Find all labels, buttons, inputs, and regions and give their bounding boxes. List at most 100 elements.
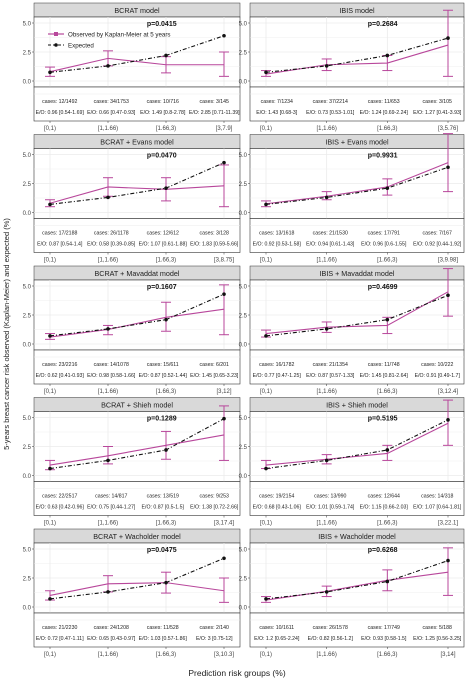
x-tick-label: [1.66,3) bbox=[377, 521, 397, 527]
expected-line bbox=[49, 35, 225, 73]
expected-point bbox=[324, 64, 329, 68]
eo-label: E/O: 1.24 [0.69-2.24] bbox=[360, 110, 409, 116]
eo-label: E/O: 1.45 [0.65-3.23] bbox=[190, 373, 239, 379]
eo-label: E/O: 1.49 [0.8-2.78] bbox=[140, 110, 186, 116]
observed-line bbox=[49, 57, 224, 73]
x-tick-label: [0,1) bbox=[44, 652, 56, 658]
y-tick-label: 0.0 bbox=[23, 211, 32, 217]
eo-label: E/O: 0.87 [0.57-1.33] bbox=[306, 373, 355, 379]
observed-line bbox=[265, 422, 449, 466]
p-value: p=0.0475 bbox=[147, 547, 177, 554]
expected-line bbox=[49, 418, 225, 470]
expected-line bbox=[265, 37, 449, 73]
cases-label: cases: 10/716 bbox=[147, 99, 179, 105]
cases-label: cases: 21/1354 bbox=[313, 362, 348, 368]
panel-2: BCRAT + Evans model 0.0 2.5 5.0 p=0.0470 case… bbox=[23, 134, 241, 264]
y-tick-label: 0.0 bbox=[239, 606, 248, 612]
eo-label: E/O: 3 [0.75-12] bbox=[196, 636, 233, 642]
p-value: p=0.5195 bbox=[368, 416, 398, 423]
table-area bbox=[249, 612, 465, 648]
expected-point bbox=[222, 556, 226, 561]
x-tick-label: [0,1) bbox=[44, 126, 56, 132]
eo-label: E/O: 0.92 [0.44-1.92] bbox=[413, 242, 462, 248]
x-tick-label: [1.66,3) bbox=[156, 389, 176, 395]
cases-label: cases: 7/1234 bbox=[261, 99, 293, 105]
cases-label: cases: 12/644 bbox=[368, 494, 400, 500]
cases-label: cases: 6/201 bbox=[200, 362, 230, 368]
y-tick-label: 0.0 bbox=[239, 80, 248, 86]
cases-label: cases: 13/990 bbox=[314, 494, 346, 500]
cases-label: cases: 22/2517 bbox=[42, 494, 77, 500]
x-tick-label: [3,14] bbox=[440, 652, 455, 658]
eo-label: E/O: 1.07 [0.61-1.88] bbox=[139, 242, 188, 248]
x-tick-label: [3,12.4] bbox=[438, 389, 458, 395]
y-tick-label: 0.0 bbox=[239, 474, 248, 480]
x-tick-label: [1,1.66) bbox=[98, 389, 118, 395]
expected-line bbox=[49, 293, 225, 337]
cases-label: cases: 21/2230 bbox=[42, 625, 77, 631]
x-tick-label: [1,1.66) bbox=[98, 258, 118, 264]
eo-label: E/O: 0.98 [0.58-1.66] bbox=[87, 373, 136, 379]
cases-label: cases: 34/1753 bbox=[94, 99, 129, 105]
p-value: p=0.2684 bbox=[368, 21, 398, 28]
panel-title: BCRAT + Wacholder model bbox=[93, 532, 181, 541]
expected-point bbox=[446, 293, 450, 298]
cases-label: cases: 24/1208 bbox=[94, 625, 129, 631]
x-tick-label: [1,1.66) bbox=[98, 126, 118, 132]
legend-observed-marker bbox=[54, 32, 58, 36]
y-tick-label: 2.5 bbox=[23, 445, 32, 451]
panel-3: IBIS + Evans model 0.0 2.5 5.0 p=0.9931 cases… bbox=[239, 133, 465, 264]
cases-label: cases: 12/612 bbox=[147, 231, 179, 237]
y-tick-label: 5.0 bbox=[239, 22, 248, 28]
x-tick-label: [3,8.75] bbox=[214, 258, 234, 264]
y-axis-title-container: 5-years breast cancer risk observed (Kap… bbox=[0, 0, 14, 680]
x-tick-label: [3,12] bbox=[216, 389, 231, 395]
eo-label: E/O: 0.63 [0.42-0.96] bbox=[36, 505, 85, 511]
eo-label: E/O: 0.96 [0.6-1.55] bbox=[361, 242, 407, 248]
cases-label: cases: 13/1618 bbox=[259, 231, 294, 237]
cases-label: cases: 11/528 bbox=[147, 625, 179, 631]
expected-point bbox=[48, 202, 52, 207]
y-tick-label: 2.5 bbox=[23, 51, 32, 57]
panel-4: BCRAT + Mavaddat model 0.0 2.5 5.0 p=0.1607 c… bbox=[23, 265, 241, 395]
table-area bbox=[33, 218, 241, 253]
eo-label: E/O: 0.73 [0.53-1.01] bbox=[306, 110, 355, 116]
y-axis-title-svg: 5-years breast cancer risk observed (Kap… bbox=[2, 218, 11, 450]
expected-point bbox=[164, 186, 168, 190]
x-tick-label: [1.66,3) bbox=[156, 521, 176, 527]
panel-6: BCRAT + Shieh model 0.0 2.5 5.0 p=0.1289 case… bbox=[23, 397, 241, 527]
cases-label: cases: 14/318 bbox=[421, 494, 453, 500]
expected-point bbox=[324, 327, 329, 331]
y-tick-label: 0.0 bbox=[23, 606, 32, 612]
panel-title: IBIS model bbox=[339, 6, 375, 15]
y-tick-label: 2.5 bbox=[239, 445, 248, 451]
eo-label: E/O: 1.38 [0.72-2.66] bbox=[190, 505, 239, 511]
expected-point bbox=[385, 317, 390, 322]
x-tick-label: [0,1) bbox=[260, 521, 272, 527]
eo-label: E/O: 0.96 [0.54-1.69] bbox=[36, 110, 85, 116]
expected-point bbox=[446, 558, 450, 563]
x-tick-label: [0,1) bbox=[260, 126, 272, 132]
eo-label: E/O: 2.85 [0.71-11.39] bbox=[189, 110, 240, 116]
panel-8: BCRAT + Wacholder model 0.0 2.5 5.0 p=0.0475… bbox=[23, 528, 241, 658]
eo-label: E/O: 0.92 [0.53-1.58] bbox=[253, 242, 302, 248]
expected-point bbox=[48, 334, 52, 338]
cases-label: cases: 12/1492 bbox=[42, 99, 77, 105]
eo-label: E/O: 1.83 [0.59-5.66] bbox=[190, 242, 239, 248]
x-tick-label: [0,1) bbox=[44, 258, 56, 264]
expected-point bbox=[48, 466, 52, 471]
x-axis-title: Prediction risk groups (%) bbox=[188, 668, 286, 678]
x-tick-label: [1.66,3) bbox=[377, 652, 397, 658]
y-tick-label: 5.0 bbox=[23, 153, 32, 159]
x-tick-label: [3,9.98] bbox=[438, 258, 458, 264]
cases-label: cases: 17/791 bbox=[368, 231, 400, 237]
x-tick-label: [1.66,3) bbox=[156, 126, 176, 132]
eo-label: E/O: 1.15 [0.66-2.03] bbox=[360, 505, 409, 511]
p-value: p=0.4699 bbox=[368, 284, 398, 291]
x-tick-label: [3,22.1] bbox=[438, 521, 458, 527]
table-area bbox=[249, 86, 465, 122]
legend-expected-label: Expected bbox=[68, 43, 94, 50]
expected-point bbox=[106, 458, 110, 463]
y-tick-label: 0.0 bbox=[23, 474, 32, 480]
eo-label: E/O: 0.68 [0.43-1.06] bbox=[253, 505, 302, 511]
